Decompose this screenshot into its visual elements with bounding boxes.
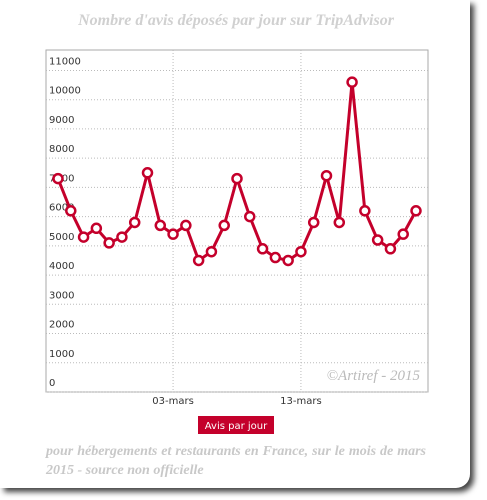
point (180, 219, 192, 232)
point (116, 231, 128, 243)
y-tick-label: 10000 (49, 86, 81, 97)
chart: Nombre d'avis déposés par jour sur TripA… (45, 12, 429, 434)
point (295, 245, 307, 258)
y-tick-label: 0 (49, 378, 55, 389)
legend-swatch (198, 416, 274, 434)
point (371, 234, 384, 246)
annotation: ©Artiref - 2015 (327, 368, 421, 384)
point (103, 237, 115, 249)
line (56, 82, 418, 263)
x-tick-label: 03-mars (152, 396, 194, 407)
point (192, 254, 205, 267)
point (384, 243, 397, 255)
y-tick-label: 4000 (49, 261, 74, 272)
point (359, 205, 371, 217)
point (65, 205, 77, 217)
point (410, 205, 422, 217)
point (77, 231, 90, 243)
chart-title: Nombre d'avis déposés par jour sur TripA… (77, 12, 395, 29)
y-tick-label: 11000 (49, 56, 81, 67)
legend-label: Avis par jour (205, 421, 268, 432)
y-tick-label: 6000 (49, 203, 74, 214)
point (167, 228, 179, 240)
point (90, 222, 103, 235)
point (218, 219, 230, 232)
point (269, 251, 282, 264)
x-tick-label: 13-mars (280, 396, 322, 407)
point (282, 254, 294, 267)
point (256, 243, 269, 255)
y-tick-label: 9000 (49, 115, 74, 126)
point (333, 216, 346, 229)
point (346, 76, 358, 88)
point (205, 245, 218, 258)
y-tick-label: 3000 (49, 290, 74, 301)
point (141, 167, 154, 179)
plot-frame (45, 49, 429, 393)
footer: pour hébergements et restaurants en Fran… (46, 444, 426, 478)
y-tick-label: 2000 (49, 320, 74, 331)
y-tick-label: 8000 (49, 144, 74, 155)
point (154, 219, 167, 232)
point (52, 172, 64, 185)
point (244, 210, 256, 223)
point (307, 216, 320, 229)
y-tick-label: 5000 (49, 232, 74, 243)
point (320, 169, 333, 182)
point (128, 216, 141, 229)
point (231, 172, 243, 185)
y-tick-label: 1000 (49, 349, 74, 360)
point (397, 228, 409, 240)
